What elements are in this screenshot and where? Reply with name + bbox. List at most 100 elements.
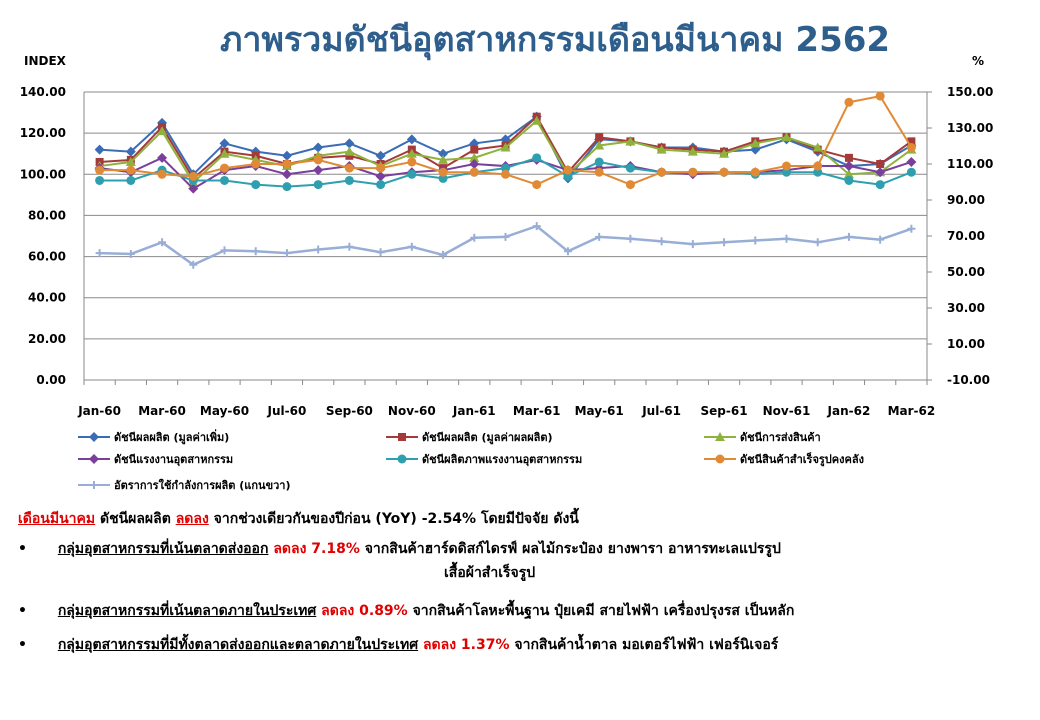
data-point [344, 163, 354, 173]
data-point [344, 146, 355, 156]
data-point [626, 234, 635, 243]
y-right-tick-label: -10.00 [947, 373, 990, 387]
data-point [438, 148, 449, 159]
data-point [906, 143, 916, 153]
y-left-tick-label: 40.00 [28, 291, 66, 305]
data-point [470, 233, 479, 242]
data-point [406, 134, 417, 145]
data-point [188, 171, 198, 181]
y-right-tick-label: 70.00 [947, 229, 985, 243]
data-point [844, 175, 854, 185]
x-tick-label: May-60 [200, 404, 249, 418]
data-point [469, 159, 480, 169]
data-point [220, 163, 229, 173]
bullet-group: กลุ่มอุตสาหกรรมที่เน้นตลาดภายในประเทศ [57, 603, 317, 619]
legend-swatch [78, 454, 110, 464]
data-point [126, 250, 135, 258]
bullet-symbol: • [18, 541, 27, 557]
legend-item: ดัชนีสินค้าสำเร็จรูปคงคลัง [704, 450, 864, 468]
data-point [500, 142, 511, 152]
data-point [813, 167, 823, 177]
y-left-tick-label: 120.00 [20, 126, 66, 140]
data-point [687, 146, 698, 156]
data-point [282, 249, 291, 258]
x-tick-label: Jan-61 [452, 404, 496, 418]
data-point [220, 175, 229, 185]
legend-item: ดัชนีการส่งสินค้า [704, 428, 821, 446]
data-point [625, 180, 635, 190]
bullet-symbol: • [18, 637, 27, 653]
data-point [189, 260, 198, 269]
bullet-detail: จากสินค้าโลหะพื้นฐาน ปุ๋ยเคมี สายไฟฟ้า เ… [407, 603, 795, 619]
data-point [314, 245, 323, 254]
data-point [407, 157, 417, 167]
data-point [688, 167, 698, 177]
series-line [99, 224, 912, 267]
data-point [158, 238, 167, 247]
data-point [532, 222, 541, 231]
data-point [844, 232, 853, 241]
bullet-detail: จากสินค้าฮาร์ดดิสก์ไดรฟ์ ผลไม้กระป๋อง ยา… [359, 541, 781, 557]
data-point [595, 133, 604, 142]
data-point [782, 234, 791, 243]
data-point [281, 169, 292, 180]
data-point [751, 236, 760, 245]
data-point [657, 237, 666, 246]
x-tick-label: Sep-60 [326, 404, 373, 418]
summary-detail: จากช่วงเดียวกันของปีก่อน (YoY) -2.54% โด… [208, 511, 579, 527]
legend-swatch [386, 433, 418, 441]
bullet-detail-continued: เสื้อผ้าสำเร็จรูป [444, 565, 536, 581]
bullet-3: • กลุ่มอุตสาหกรรมที่มีทั้งตลาดส่งออกและต… [18, 634, 778, 656]
data-point [376, 163, 386, 173]
data-point [594, 140, 605, 150]
data-point [438, 173, 448, 183]
legend-swatch [78, 432, 110, 442]
data-point [470, 145, 479, 154]
data-point [469, 167, 479, 177]
month-label: เดือนมีนาคม [18, 511, 96, 527]
data-point [282, 159, 292, 169]
x-tick-label: Sep-61 [701, 404, 748, 418]
data-point [843, 169, 854, 179]
data-point [907, 224, 916, 233]
x-tick-label: May-61 [575, 404, 624, 418]
data-point [157, 152, 168, 163]
data-point [95, 175, 105, 185]
data-point [219, 148, 230, 158]
data-point [563, 247, 572, 256]
x-tick-label: Mar-60 [138, 404, 186, 418]
data-point [595, 232, 604, 241]
legend-label: ดัชนีสินค้าสำเร็จรูปคงคลัง [740, 453, 864, 466]
data-point [407, 169, 417, 179]
data-point [313, 155, 323, 165]
x-tick-label: Jan-62 [827, 404, 871, 418]
legend-item: ดัชนีผลผลิต (มูลค่าเพิ่ม) [78, 428, 229, 446]
data-point [95, 165, 105, 175]
x-tick-label: Mar-61 [513, 404, 561, 418]
y-left-tick-label: 100.00 [20, 167, 66, 181]
legend-swatch [386, 454, 418, 464]
legend-item: ดัชนีผลผลิต (มูลค่าผลผลิต) [386, 428, 553, 446]
right-axis-unit: % [972, 54, 985, 68]
bullet-change: ลดลง 7.18% [268, 541, 360, 557]
bullet-1: • กลุ่มอุตสาหกรรมที่เน้นตลาดส่งออก ลดลง … [18, 538, 781, 560]
data-point [657, 167, 667, 177]
data-point [719, 148, 730, 158]
y-left-tick-label: 20.00 [28, 332, 66, 346]
bullet-change: ลดลง 1.37% [418, 637, 510, 653]
data-point [125, 156, 136, 166]
data-point [656, 144, 667, 154]
legend-item: ดัชนีแรงงานอุตสาหกรรม [78, 450, 233, 468]
data-point [313, 165, 324, 176]
legend-swatch [704, 432, 736, 441]
legend-label: ดัชนีผลผลิต (มูลค่าผลผลิต) [422, 431, 553, 444]
x-tick-label: Jan-60 [77, 404, 121, 418]
y-right-tick-label: 30.00 [947, 301, 985, 315]
bullet-2: • กลุ่มอุตสาหกรรมที่เน้นตลาดภายในประเทศ … [18, 600, 794, 622]
data-point [594, 157, 604, 167]
data-point [281, 150, 292, 161]
bullet-change: ลดลง 0.89% [316, 603, 408, 619]
bullet-1-continued: เสื้อผ้าสำเร็จรูป [444, 562, 535, 584]
y-left-tick-label: 140.00 [20, 85, 66, 99]
line-chart: 0.00 20.00 40.00 60.00 80.00 100.00 120.00 140.… [20, 85, 994, 418]
